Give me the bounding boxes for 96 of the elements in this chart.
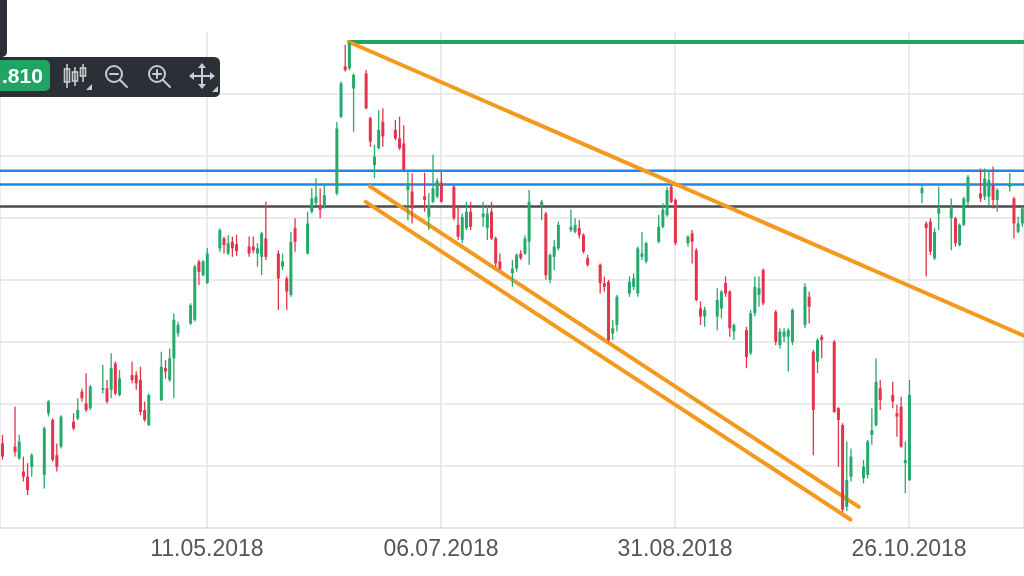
candlestick (924, 220, 928, 278)
candlestick (757, 275, 761, 308)
candlestick (393, 119, 397, 141)
candlestick (372, 144, 376, 179)
candlestick (130, 360, 134, 384)
candlestick (381, 107, 385, 148)
candlestick (368, 116, 372, 148)
candlestick (878, 379, 882, 411)
candlestick (456, 204, 460, 241)
candlestick (46, 399, 50, 418)
candlestick (820, 334, 824, 359)
candlestick (109, 352, 113, 399)
x-tick-label: 26.10.2018 (851, 535, 967, 562)
candlestick (627, 275, 631, 298)
candlestick (101, 364, 105, 395)
candlestick (235, 234, 239, 257)
candlestick (690, 229, 694, 265)
candlestick (979, 167, 983, 203)
candlestick (88, 384, 92, 411)
candlestick (406, 171, 410, 221)
candlestick (581, 232, 585, 255)
x-tick-label: 06.07.2018 (383, 535, 499, 562)
candlestick (778, 327, 782, 350)
candlestick (118, 369, 122, 398)
candlestick (1008, 172, 1012, 193)
candlestick (80, 387, 84, 403)
candlestick (995, 187, 999, 213)
candlestick (17, 434, 21, 461)
candlestick (222, 235, 226, 255)
candlestick (164, 359, 167, 380)
candlestick (577, 219, 581, 240)
candlestick (644, 241, 648, 265)
candlestick (218, 227, 222, 253)
candlestick (322, 182, 326, 210)
candlestick (807, 290, 811, 325)
candlestick (958, 222, 962, 248)
candlestick (423, 172, 427, 213)
candlestick (460, 212, 464, 244)
candlestick (515, 252, 519, 273)
candlestick (26, 462, 30, 496)
candlestick (870, 407, 874, 446)
candlestick (1020, 205, 1024, 228)
x-tick-label: 31.08.2018 (617, 535, 733, 562)
candlestick (30, 452, 34, 478)
candlestick (523, 234, 527, 256)
candlestick (485, 204, 489, 241)
candlestick (719, 289, 723, 320)
candlestick (469, 201, 473, 231)
candlestick (293, 217, 297, 253)
candlestick (937, 186, 941, 231)
candlestick (1, 434, 4, 461)
candlestick (427, 192, 431, 231)
candlestick (661, 202, 665, 229)
candlestick (439, 171, 443, 204)
candlestick (949, 197, 953, 251)
candlestick (991, 165, 995, 210)
candlestick (226, 234, 230, 256)
candlestick (310, 187, 314, 215)
annotation: .810 (0, 60, 50, 91)
candlestick (76, 397, 80, 421)
candlestick (377, 109, 381, 150)
candlestick (285, 275, 289, 311)
candlestick (260, 231, 264, 276)
candlestick (598, 262, 602, 295)
candlestick (343, 44, 347, 73)
candlestick (84, 372, 88, 413)
candlestick (21, 455, 25, 483)
candlestick (891, 381, 895, 409)
candlestick (168, 347, 172, 383)
x-tick-label: 11.05.2018 (150, 535, 264, 562)
candlestick (481, 201, 485, 228)
candlestick (715, 287, 719, 331)
candlestick (782, 327, 786, 343)
candlestick (318, 187, 322, 219)
candlestick (264, 201, 268, 261)
candlestick (105, 379, 109, 405)
candlestick (657, 214, 661, 244)
candlestick (895, 404, 899, 438)
candlestick (490, 201, 494, 241)
candlestick (431, 154, 435, 204)
candlestick (197, 259, 201, 286)
candlestick (540, 199, 544, 221)
candlestick (611, 319, 615, 341)
candlestick (230, 235, 234, 258)
candlestick (247, 235, 251, 258)
candlestick (849, 447, 853, 483)
candlestick (13, 406, 17, 458)
candlestick (703, 305, 707, 328)
candlestick (816, 337, 820, 375)
candlestick (352, 72, 356, 133)
candlestick (435, 177, 439, 200)
candlestick (569, 209, 573, 233)
candlestick (920, 184, 924, 204)
candlestick (987, 169, 991, 208)
candlestick (410, 172, 414, 225)
candlestick (983, 167, 987, 201)
